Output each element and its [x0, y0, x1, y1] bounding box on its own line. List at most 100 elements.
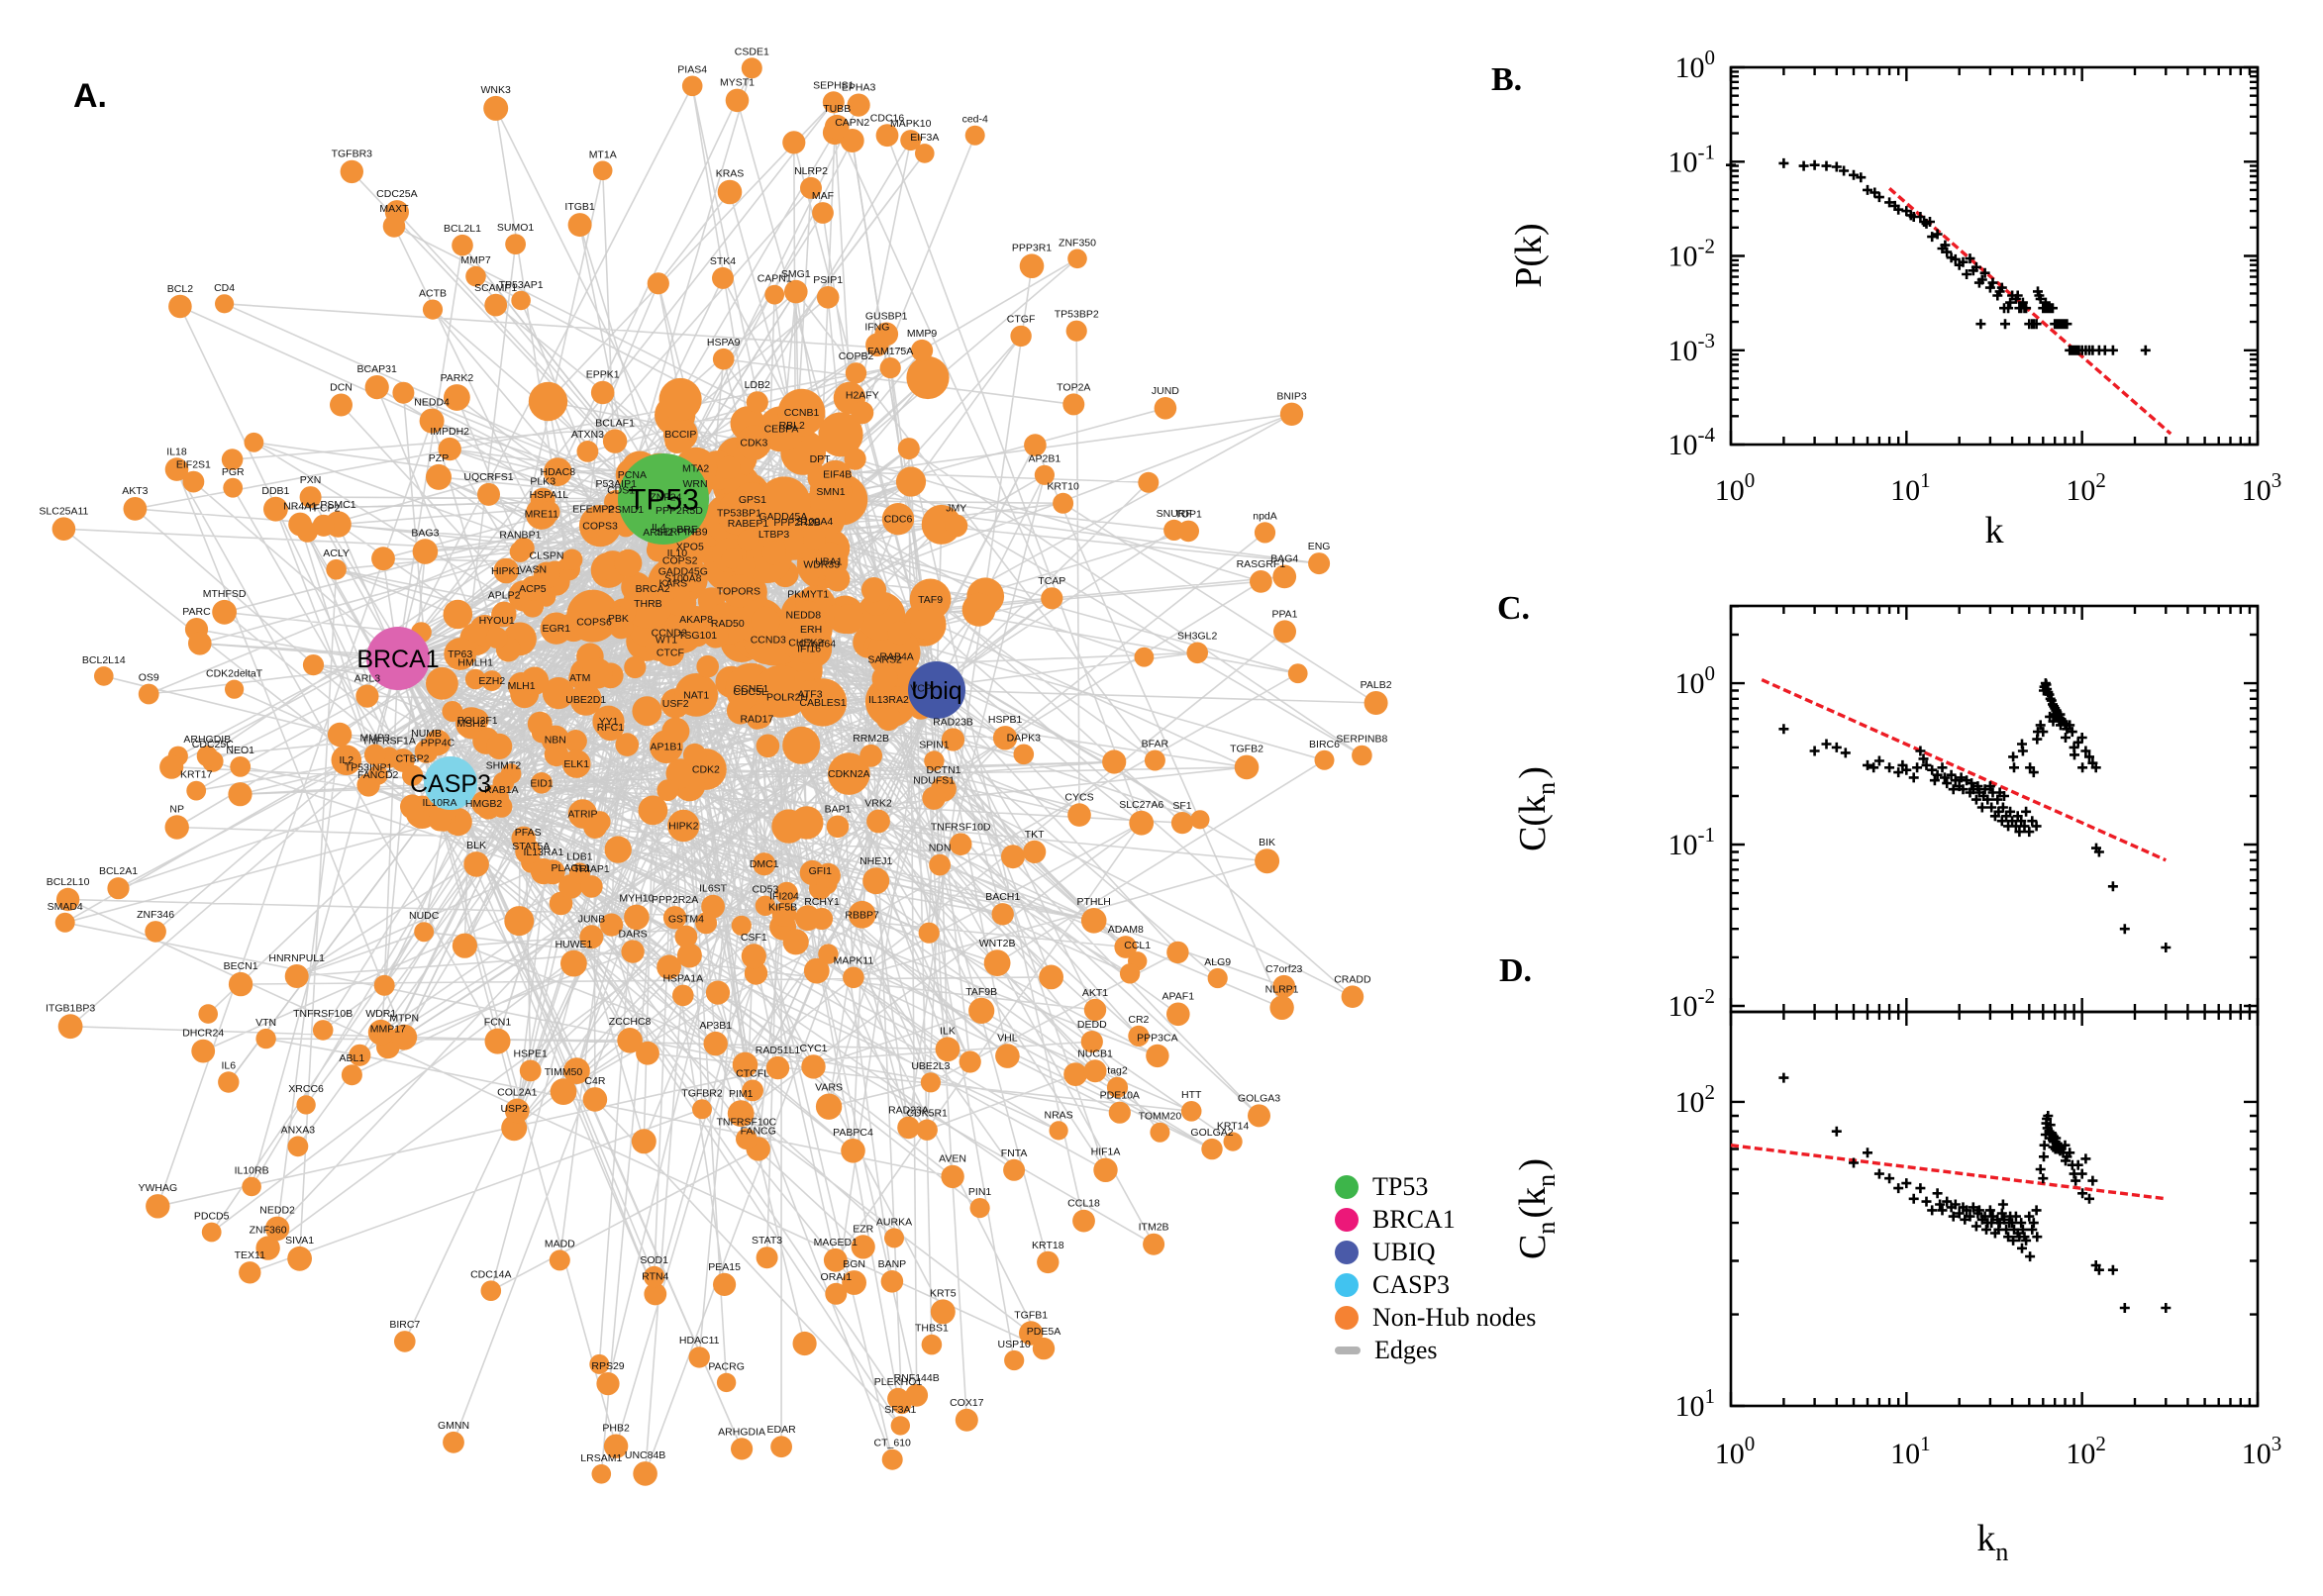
- node-label: SPIN1: [919, 739, 950, 750]
- network-node: [1180, 1101, 1202, 1122]
- legend-nonhub-circle-icon: [1335, 1305, 1359, 1330]
- node-label: CDK2: [692, 764, 720, 776]
- network-node: [685, 623, 710, 648]
- network-node: [875, 705, 902, 732]
- node-label: PPP4C: [421, 738, 455, 749]
- network-node: [504, 1098, 530, 1124]
- node-label: NLRP2: [794, 165, 828, 177]
- node-label: LDB2: [745, 379, 770, 391]
- node-label: NRAS: [1045, 1109, 1073, 1121]
- network-node: [1341, 985, 1364, 1008]
- network-node: [801, 1054, 826, 1079]
- network-node: [825, 1282, 848, 1305]
- node-label: KRAS: [716, 168, 745, 180]
- node-label: MYH10: [619, 893, 654, 905]
- node-label: GOLGA3: [1238, 1092, 1280, 1104]
- network-node: [924, 750, 945, 771]
- node-label: TCAP: [1038, 575, 1065, 587]
- network-node: [915, 144, 935, 163]
- node-label: ARHGDIB: [183, 734, 231, 746]
- node-label: CEBPA: [764, 424, 799, 436]
- network-node: [443, 599, 473, 630]
- network-node: [356, 773, 380, 797]
- network-node: [696, 654, 719, 678]
- network-node: [371, 547, 395, 571]
- fit-line: [1730, 1144, 2167, 1201]
- node-label: IL2: [339, 754, 354, 766]
- node-label: CLSPN: [529, 550, 563, 562]
- axis-ticks: [1729, 1012, 2260, 1408]
- network-node: [560, 949, 587, 977]
- node-label: TKT: [1025, 829, 1045, 841]
- node-label: RAD51L1: [756, 1045, 801, 1056]
- node-label: RAD50: [711, 618, 745, 630]
- node-label: RAB1A: [484, 784, 518, 796]
- network-node: [242, 1176, 261, 1197]
- node-label: AKT3: [122, 485, 148, 497]
- network-node: [818, 944, 839, 964]
- network-node: [955, 1408, 978, 1432]
- network-node: [674, 673, 719, 717]
- node-label: RASGRF1: [1237, 558, 1286, 570]
- node-label: PKMYT1: [787, 589, 829, 601]
- network-node: [758, 476, 811, 530]
- network-node: [483, 95, 509, 121]
- network-node: [1013, 744, 1035, 765]
- node-label: CTCFL: [736, 1068, 769, 1080]
- node-label: VCP: [910, 682, 932, 694]
- node-label: ANXA3: [281, 1124, 316, 1136]
- node-label: PFAS: [515, 827, 542, 839]
- node-label: AP1B1: [651, 742, 683, 753]
- network-node: [705, 980, 731, 1005]
- node-label: EPHA3: [842, 82, 876, 94]
- node-label: USP2: [500, 1103, 528, 1115]
- network-node: [897, 1116, 920, 1140]
- network-node: [632, 696, 662, 727]
- network-node: [995, 1044, 1020, 1068]
- node-label: HSPB1: [988, 714, 1023, 726]
- node-label: GSTM4: [668, 914, 704, 926]
- network-node: [703, 623, 729, 648]
- node-label: STAT3: [752, 1235, 782, 1247]
- network-node: [905, 1383, 929, 1407]
- legend-ubiq-circle-icon: [1335, 1240, 1359, 1264]
- node-label: PIN1: [968, 1186, 992, 1198]
- node-label: USF2: [662, 698, 689, 710]
- axis-tick-label: 100: [1675, 46, 1716, 84]
- network-node: [825, 566, 851, 592]
- node-label: JUND: [1152, 385, 1179, 397]
- network-node: [1287, 663, 1308, 684]
- network-node: [1032, 1337, 1056, 1360]
- node-label: CDC14A: [470, 1269, 511, 1281]
- network-node: [531, 772, 553, 794]
- network-node: [1019, 1321, 1044, 1346]
- node-label: PZP: [429, 452, 449, 464]
- network-node: [658, 377, 702, 422]
- node-label: ARIH2: [643, 527, 673, 539]
- network-node: [1166, 941, 1189, 964]
- node-label: SLC25A11: [39, 506, 88, 518]
- network-node: [851, 1235, 875, 1259]
- node-label: BCL2: [167, 283, 193, 295]
- node-label: TOPORS: [717, 585, 760, 597]
- node-label: TEX11: [235, 1249, 265, 1261]
- axis-tick-label: 10-2: [1668, 235, 1716, 273]
- network-node: [1083, 1059, 1107, 1083]
- network-node: [765, 1055, 790, 1080]
- network-node: [1272, 974, 1296, 998]
- network-node: [761, 541, 786, 565]
- node-label: ATRIP: [567, 809, 597, 821]
- network-node: [688, 1347, 710, 1368]
- node-label: WNK3: [481, 84, 511, 96]
- network-node: [782, 131, 806, 154]
- node-label: IL4: [652, 522, 666, 534]
- node-label: RBBP7: [845, 909, 879, 921]
- network-node: [803, 957, 830, 984]
- node-label: CSDE1: [735, 46, 769, 57]
- network-node: [879, 357, 901, 379]
- node-label: MAGED1: [814, 1237, 858, 1248]
- network-node: [428, 808, 452, 832]
- network-node: [340, 159, 363, 184]
- node-label: XRCC6: [288, 1083, 324, 1095]
- network-node: [1254, 522, 1276, 544]
